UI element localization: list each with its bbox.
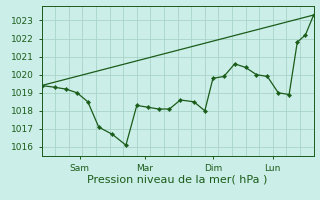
X-axis label: Pression niveau de la mer( hPa ): Pression niveau de la mer( hPa ) <box>87 174 268 184</box>
